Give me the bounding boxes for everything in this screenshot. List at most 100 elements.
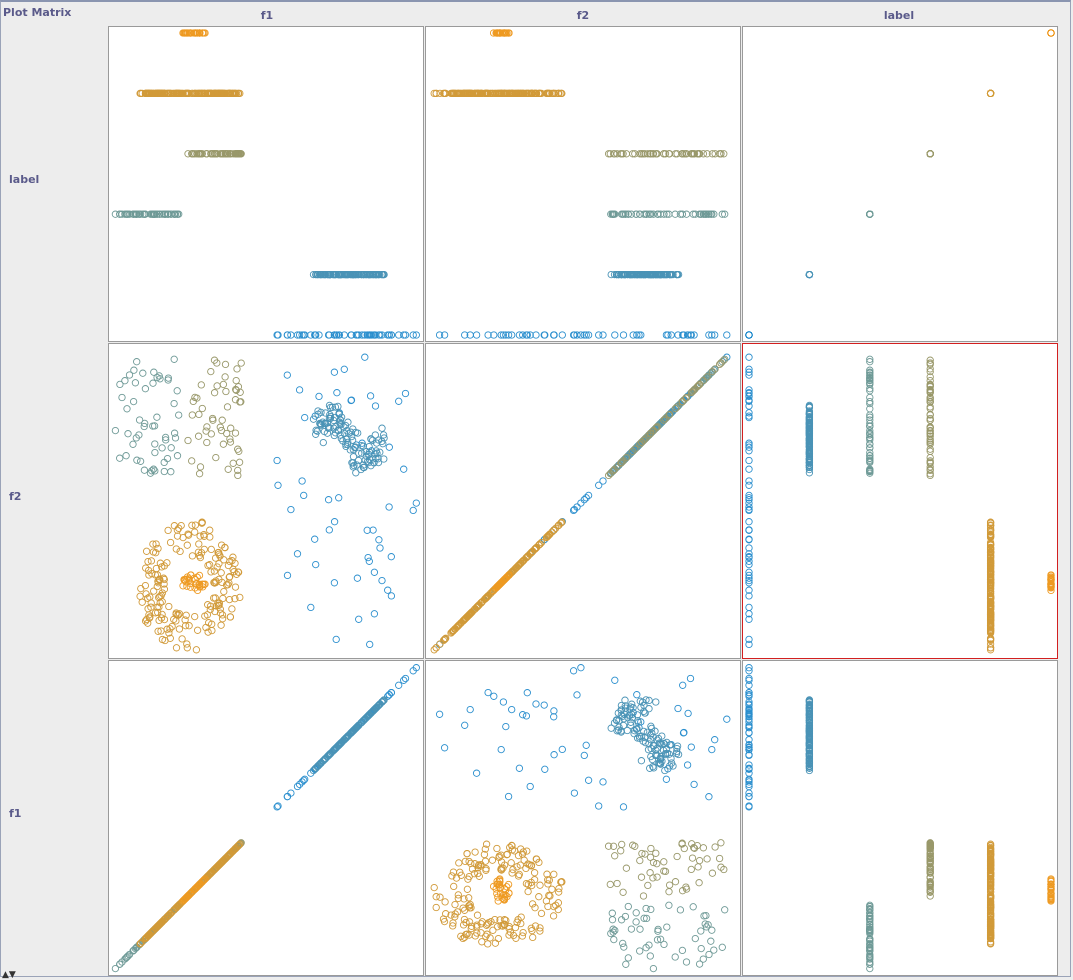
data-point (609, 928, 617, 936)
data-point (179, 897, 187, 905)
data-point (866, 397, 874, 406)
data-point (649, 150, 657, 158)
data-point (745, 412, 753, 420)
data-point (450, 882, 458, 891)
plot-f2-vs-f2[interactable] (425, 343, 741, 659)
data-point (170, 399, 178, 408)
data-point (215, 89, 223, 98)
data-point (218, 89, 227, 98)
data-point (638, 849, 646, 858)
data-point (343, 270, 352, 279)
data-point (170, 89, 178, 98)
data-point (638, 438, 646, 446)
data-point (224, 465, 232, 473)
data-point (149, 379, 157, 387)
data-point (340, 331, 348, 339)
data-point (235, 458, 244, 466)
data-point (636, 210, 644, 218)
data-point (642, 914, 651, 923)
plot-f2-vs-f1[interactable] (108, 343, 424, 659)
data-point (186, 29, 195, 37)
data-point (124, 952, 132, 960)
plot-f1-vs-f1[interactable] (108, 660, 424, 976)
data-point (187, 571, 195, 579)
data-point (644, 881, 652, 890)
data-point (745, 728, 753, 737)
data-point (633, 691, 641, 699)
data-point (488, 856, 497, 864)
data-point (330, 424, 338, 432)
data-point (141, 581, 150, 590)
data-point (535, 858, 543, 867)
data-point (179, 533, 187, 542)
data-point (400, 676, 408, 684)
data-point (152, 540, 160, 548)
data-point (343, 732, 352, 741)
data-point (336, 420, 344, 428)
data-point (495, 881, 503, 889)
data-point (926, 385, 934, 394)
data-point (688, 388, 696, 396)
data-point (231, 429, 240, 437)
data-point (667, 754, 675, 763)
resize-handle-icon[interactable]: ▲▼ (2, 970, 16, 980)
data-point (158, 210, 166, 218)
data-point (986, 611, 995, 619)
plot-f2-vs-label-selected[interactable] (742, 343, 1058, 659)
data-point (495, 852, 503, 860)
data-point (661, 270, 669, 279)
data-point (639, 436, 648, 445)
column-label-f1: f1 (260, 9, 274, 22)
data-point (159, 574, 168, 582)
data-point (986, 625, 995, 633)
plot-f1-vs-f2[interactable] (425, 660, 741, 976)
data-point (451, 900, 459, 909)
data-point (673, 150, 681, 158)
data-point (986, 906, 995, 914)
data-point (632, 909, 640, 917)
data-point (274, 802, 282, 810)
data-point (550, 89, 558, 98)
data-point (660, 858, 668, 866)
plot-f1-vs-label[interactable] (742, 660, 1058, 976)
data-point (599, 778, 607, 786)
data-point (745, 674, 753, 683)
data-point (144, 594, 152, 602)
data-point (175, 610, 184, 618)
data-point (805, 718, 814, 727)
data-point (216, 609, 225, 617)
data-point (186, 583, 195, 591)
data-point (926, 359, 934, 367)
data-point (745, 465, 753, 473)
data-point (641, 150, 649, 158)
data-point (140, 210, 148, 218)
data-point (321, 409, 330, 417)
data-point (652, 698, 660, 706)
data-point (866, 426, 874, 435)
data-point (805, 721, 814, 730)
data-point (330, 331, 339, 339)
data-point (173, 902, 182, 911)
data-point (229, 565, 237, 574)
data-point (430, 89, 438, 98)
data-point (151, 467, 159, 475)
data-point (378, 331, 386, 339)
data-point (805, 431, 814, 440)
data-point (317, 421, 325, 429)
data-point (636, 925, 644, 933)
data-point (519, 89, 527, 98)
data-point (136, 457, 145, 465)
data-point (185, 622, 193, 630)
data-point (160, 575, 168, 584)
data-point (493, 877, 501, 885)
data-point (532, 331, 540, 339)
data-point (536, 540, 544, 548)
plot-label-vs-f2[interactable] (425, 26, 741, 342)
data-point (614, 270, 623, 279)
data-point (986, 885, 995, 893)
data-point (683, 331, 692, 339)
plot-label-vs-f1[interactable] (108, 26, 424, 342)
data-point (487, 918, 495, 926)
data-point (609, 150, 618, 158)
plot-label-vs-label[interactable] (742, 26, 1058, 342)
